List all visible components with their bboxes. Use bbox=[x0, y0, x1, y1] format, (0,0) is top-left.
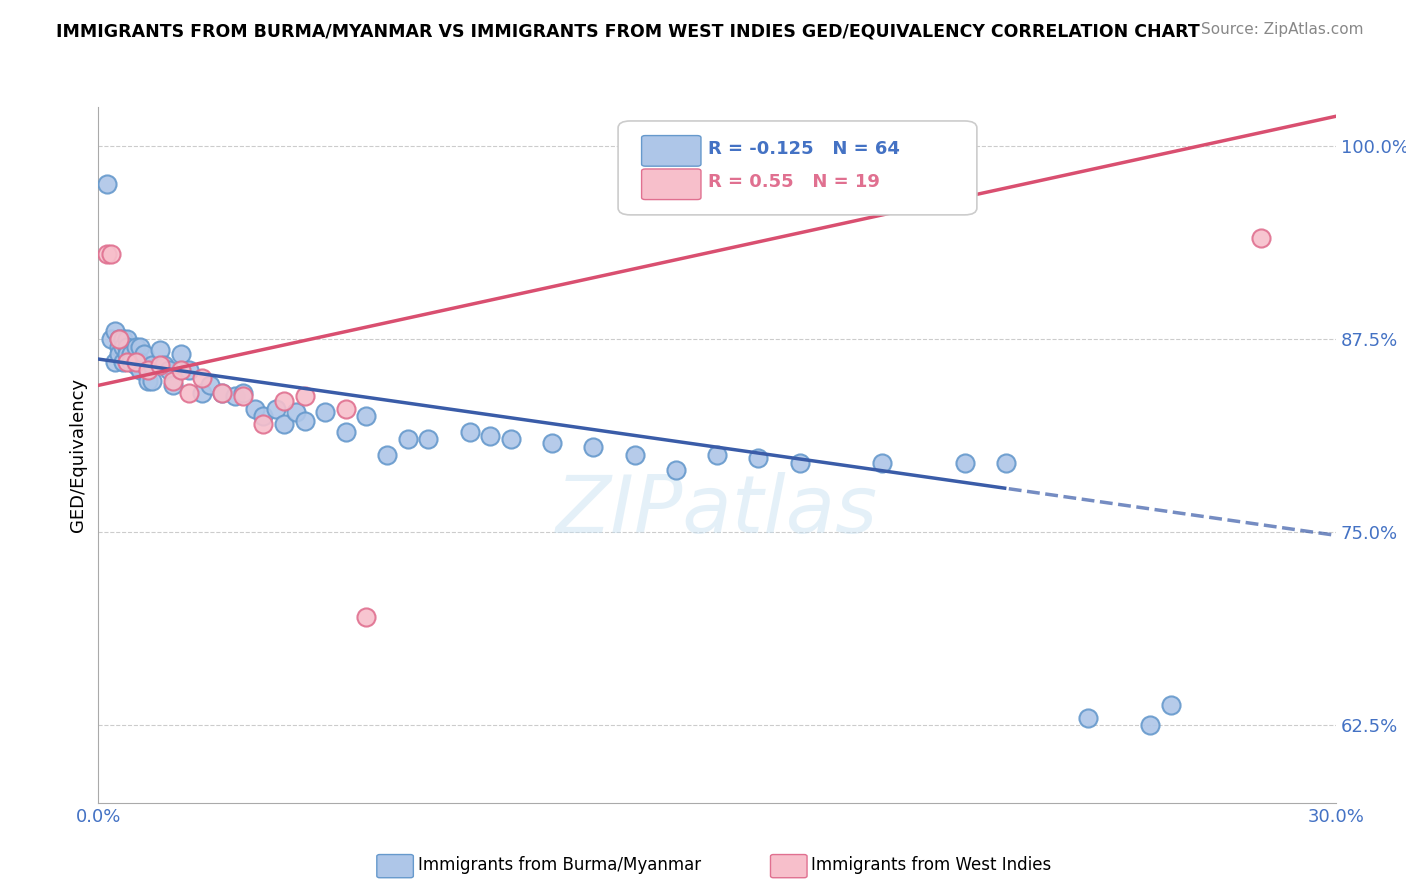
Text: R = 0.55   N = 19: R = 0.55 N = 19 bbox=[709, 173, 880, 191]
Point bbox=[190, 386, 212, 401]
Point bbox=[108, 332, 131, 346]
Point bbox=[479, 429, 502, 443]
Point bbox=[104, 355, 127, 369]
Point bbox=[314, 404, 336, 418]
Point bbox=[153, 358, 176, 372]
Point bbox=[623, 448, 645, 462]
Point bbox=[211, 386, 233, 401]
Point bbox=[149, 343, 172, 357]
Point bbox=[132, 347, 155, 361]
Point bbox=[136, 374, 159, 388]
Point bbox=[1250, 231, 1272, 245]
Text: Immigrants from West Indies: Immigrants from West Indies bbox=[811, 856, 1052, 874]
Point bbox=[136, 363, 159, 377]
Point bbox=[96, 247, 118, 261]
Text: R = -0.125   N = 64: R = -0.125 N = 64 bbox=[709, 140, 900, 158]
Point bbox=[499, 433, 522, 447]
Point bbox=[136, 363, 159, 377]
FancyBboxPatch shape bbox=[641, 136, 702, 166]
Point bbox=[356, 409, 378, 424]
Point bbox=[108, 347, 131, 361]
Point bbox=[198, 378, 221, 392]
Point bbox=[243, 401, 266, 416]
Point bbox=[356, 610, 378, 624]
Point bbox=[124, 358, 146, 372]
Point bbox=[162, 374, 184, 388]
Point bbox=[375, 448, 398, 462]
Point bbox=[747, 450, 769, 465]
Point bbox=[285, 404, 308, 418]
Point bbox=[541, 435, 564, 450]
Point bbox=[252, 409, 274, 424]
FancyBboxPatch shape bbox=[619, 121, 977, 215]
Point bbox=[100, 247, 122, 261]
Point bbox=[458, 425, 481, 439]
Point bbox=[128, 340, 150, 354]
Point bbox=[117, 347, 139, 361]
Point bbox=[117, 332, 139, 346]
Point bbox=[273, 417, 295, 431]
Point bbox=[1077, 711, 1099, 725]
Point bbox=[294, 414, 316, 428]
Point bbox=[264, 401, 287, 416]
Point bbox=[789, 456, 811, 470]
Point bbox=[117, 340, 139, 354]
Point bbox=[117, 355, 139, 369]
Point bbox=[124, 340, 146, 354]
Point bbox=[112, 355, 135, 369]
Point bbox=[108, 340, 131, 354]
Text: Immigrants from Burma/Myanmar: Immigrants from Burma/Myanmar bbox=[418, 856, 700, 874]
Y-axis label: GED/Equivalency: GED/Equivalency bbox=[69, 378, 87, 532]
Point bbox=[418, 433, 440, 447]
Point bbox=[141, 358, 163, 372]
Point bbox=[128, 363, 150, 377]
Point bbox=[112, 340, 135, 354]
Point bbox=[170, 347, 193, 361]
Point bbox=[232, 386, 254, 401]
Point bbox=[396, 433, 419, 447]
Point bbox=[96, 178, 118, 192]
Point bbox=[232, 389, 254, 403]
Point bbox=[224, 389, 246, 403]
Text: Source: ZipAtlas.com: Source: ZipAtlas.com bbox=[1201, 22, 1364, 37]
Point bbox=[953, 456, 976, 470]
Point bbox=[112, 332, 135, 346]
Point bbox=[335, 425, 357, 439]
Point bbox=[162, 378, 184, 392]
Point bbox=[665, 463, 688, 477]
Point bbox=[120, 355, 142, 369]
Point bbox=[108, 332, 131, 346]
Point bbox=[335, 401, 357, 416]
Point bbox=[294, 389, 316, 403]
Point bbox=[141, 374, 163, 388]
Point bbox=[120, 347, 142, 361]
Text: ZIPatlas: ZIPatlas bbox=[555, 472, 879, 549]
Point bbox=[994, 456, 1017, 470]
Point bbox=[1160, 698, 1182, 713]
Point bbox=[706, 448, 728, 462]
Point bbox=[100, 332, 122, 346]
Point bbox=[211, 386, 233, 401]
Point bbox=[252, 417, 274, 431]
Text: IMMIGRANTS FROM BURMA/MYANMAR VS IMMIGRANTS FROM WEST INDIES GED/EQUIVALENCY COR: IMMIGRANTS FROM BURMA/MYANMAR VS IMMIGRA… bbox=[56, 22, 1199, 40]
Point bbox=[124, 355, 146, 369]
Point bbox=[179, 363, 201, 377]
Point bbox=[157, 363, 180, 377]
Point bbox=[179, 386, 201, 401]
Point bbox=[1139, 718, 1161, 732]
Point bbox=[149, 358, 172, 372]
FancyBboxPatch shape bbox=[641, 169, 702, 200]
Point bbox=[190, 370, 212, 384]
Point bbox=[104, 324, 127, 338]
Point bbox=[582, 440, 605, 454]
Point bbox=[273, 393, 295, 408]
Point bbox=[870, 456, 893, 470]
Point bbox=[128, 355, 150, 369]
Point bbox=[170, 363, 193, 377]
